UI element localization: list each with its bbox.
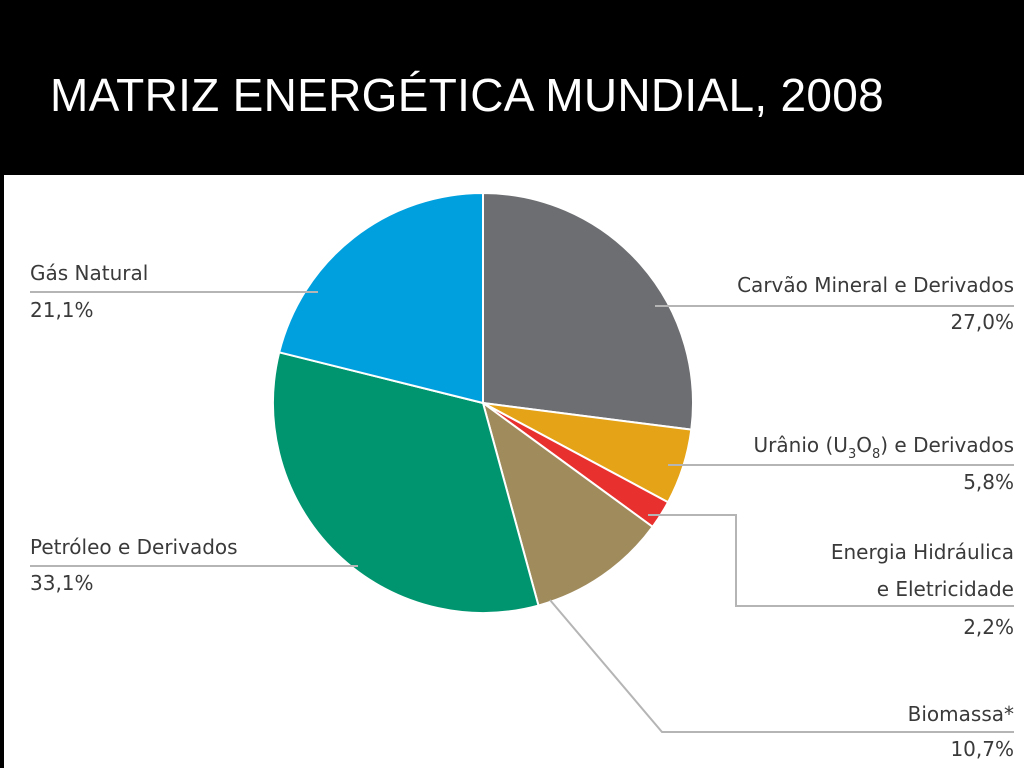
label-hidraulica-line2: e Eletricidade bbox=[877, 577, 1014, 601]
value-uranio: 5,8% bbox=[963, 470, 1014, 494]
value-petroleo: 33,1% bbox=[30, 571, 94, 595]
slice-carvao bbox=[482, 191, 694, 431]
label-biomassa: Biomassa* bbox=[908, 702, 1014, 726]
leader-biomassa bbox=[549, 599, 1014, 733]
value-biomassa: 10,7% bbox=[950, 737, 1014, 761]
label-hidraulica-line1: Energia Hidráulica bbox=[831, 540, 1014, 564]
slice-gas-natural bbox=[277, 191, 484, 405]
title-bar: MATRIZ ENERGÉTICA MUNDIAL, 2008 bbox=[0, 0, 1024, 175]
label-petroleo: Petróleo e Derivados bbox=[30, 535, 238, 559]
slice-petroleo bbox=[272, 351, 540, 614]
label-gas-natural: Gás Natural bbox=[30, 261, 148, 285]
value-gas-natural: 21,1% bbox=[30, 298, 94, 322]
label-uranio: Urânio (U3O8) e Derivados bbox=[754, 433, 1014, 462]
value-hidraulica: 2,2% bbox=[963, 615, 1014, 639]
leader-hidraulica bbox=[648, 514, 1014, 607]
label-carvao: Carvão Mineral e Derivados bbox=[737, 273, 1014, 297]
page-title: MATRIZ ENERGÉTICA MUNDIAL, 2008 bbox=[50, 69, 885, 121]
value-carvao: 27,0% bbox=[950, 310, 1014, 334]
subscript-8: 8 bbox=[872, 447, 880, 462]
subscript-3: 3 bbox=[848, 447, 856, 462]
